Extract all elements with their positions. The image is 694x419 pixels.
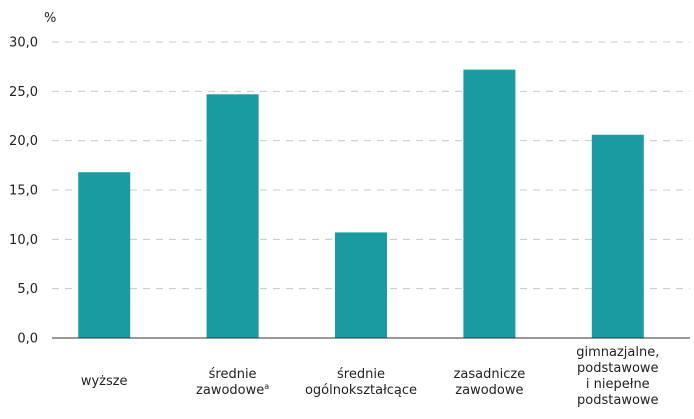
x-category-label: gimnazjalne, podstawowe i niepełne podstawo… [576, 345, 659, 408]
y-tick-label: 0,0 [17, 332, 38, 347]
y-tick-label: 15,0 [9, 184, 38, 199]
y-axis-ticks: 0,0 5,0 10,0 15,0 20,0 25,0 30,0 [9, 36, 38, 347]
x-category-label: zasadnicze zawodowe [454, 367, 526, 398]
y-tick-label: 10,0 [9, 233, 38, 248]
bar [463, 69, 516, 339]
bar [591, 134, 644, 338]
bars [78, 69, 644, 339]
bar [78, 172, 131, 338]
y-tick-label: 30,0 [9, 36, 38, 51]
x-category-label: wyższe [81, 374, 128, 389]
x-category-label: średnie zawodowea [196, 367, 269, 398]
x-axis-category-labels: wyższe średnie zawodowea średnie ogólnokszta… [81, 345, 660, 408]
bar [206, 94, 259, 338]
y-tick-label: 5,0 [17, 282, 38, 297]
y-axis-unit-label: % [44, 11, 56, 26]
y-tick-label: 25,0 [9, 85, 38, 100]
x-category-label: średnie ogólnokształcące [305, 367, 417, 398]
y-tick-label: 20,0 [9, 134, 38, 149]
bar [335, 232, 387, 338]
